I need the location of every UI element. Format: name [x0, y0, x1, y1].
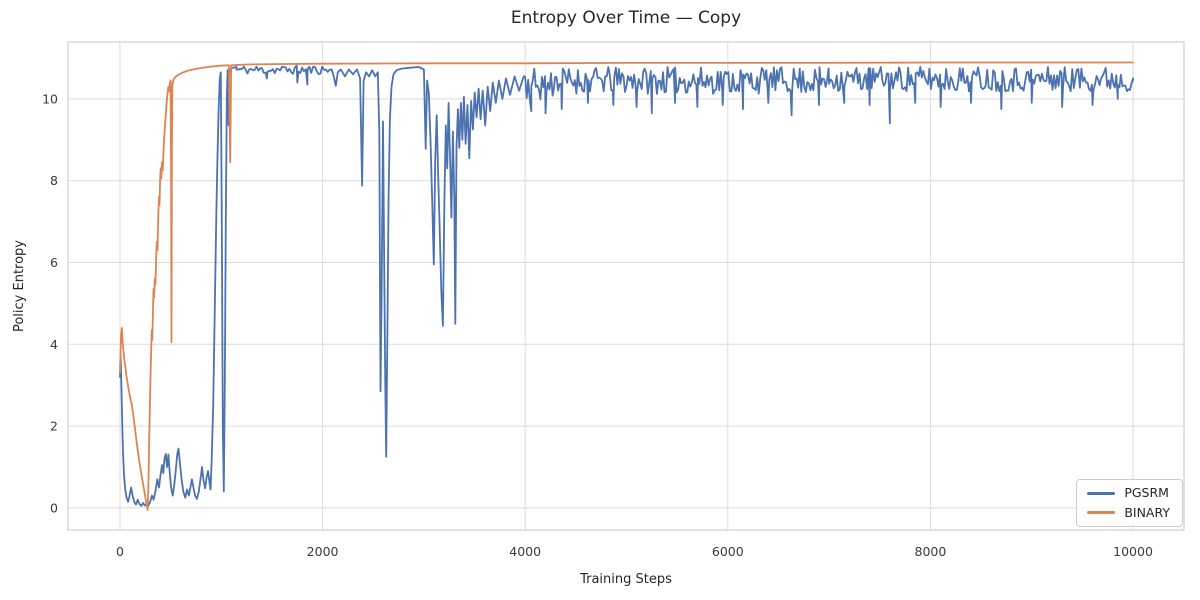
x-tick-label: 2000	[307, 544, 339, 559]
chart-title: Entropy Over Time — Copy	[510, 8, 742, 28]
y-tick-label: 2	[50, 419, 58, 434]
y-tick-label: 8	[50, 173, 58, 188]
plot-border	[67, 41, 1185, 531]
x-tick-label: 4000	[509, 544, 541, 559]
y-tick-label: 0	[50, 500, 58, 515]
y-tick-label: 6	[50, 255, 58, 270]
y-tick-label: 10	[42, 91, 58, 106]
x-tick-label: 10000	[1113, 544, 1153, 559]
x-tick-label: 8000	[915, 544, 947, 559]
y-tick-label: 4	[50, 337, 58, 352]
series-line-binary	[119, 61, 1134, 511]
x-tick-label: 0	[116, 544, 124, 559]
legend-line-swatch-binary	[1087, 511, 1116, 515]
legend-label-pgsrm: PGSRM	[1124, 485, 1169, 500]
x-axis-label: Training Steps	[580, 572, 672, 587]
legend-line-swatch-pgsrm	[1087, 491, 1116, 495]
legend: PGSRM BINARY	[1076, 479, 1183, 527]
x-tick-label: 6000	[712, 544, 744, 559]
legend-item-pgsrm: PGSRM	[1087, 485, 1170, 500]
legend-item-binary: BINARY	[1087, 504, 1170, 520]
series-line-pgsrm	[119, 64, 1134, 507]
legend-label-binary: BINARY	[1124, 504, 1170, 520]
